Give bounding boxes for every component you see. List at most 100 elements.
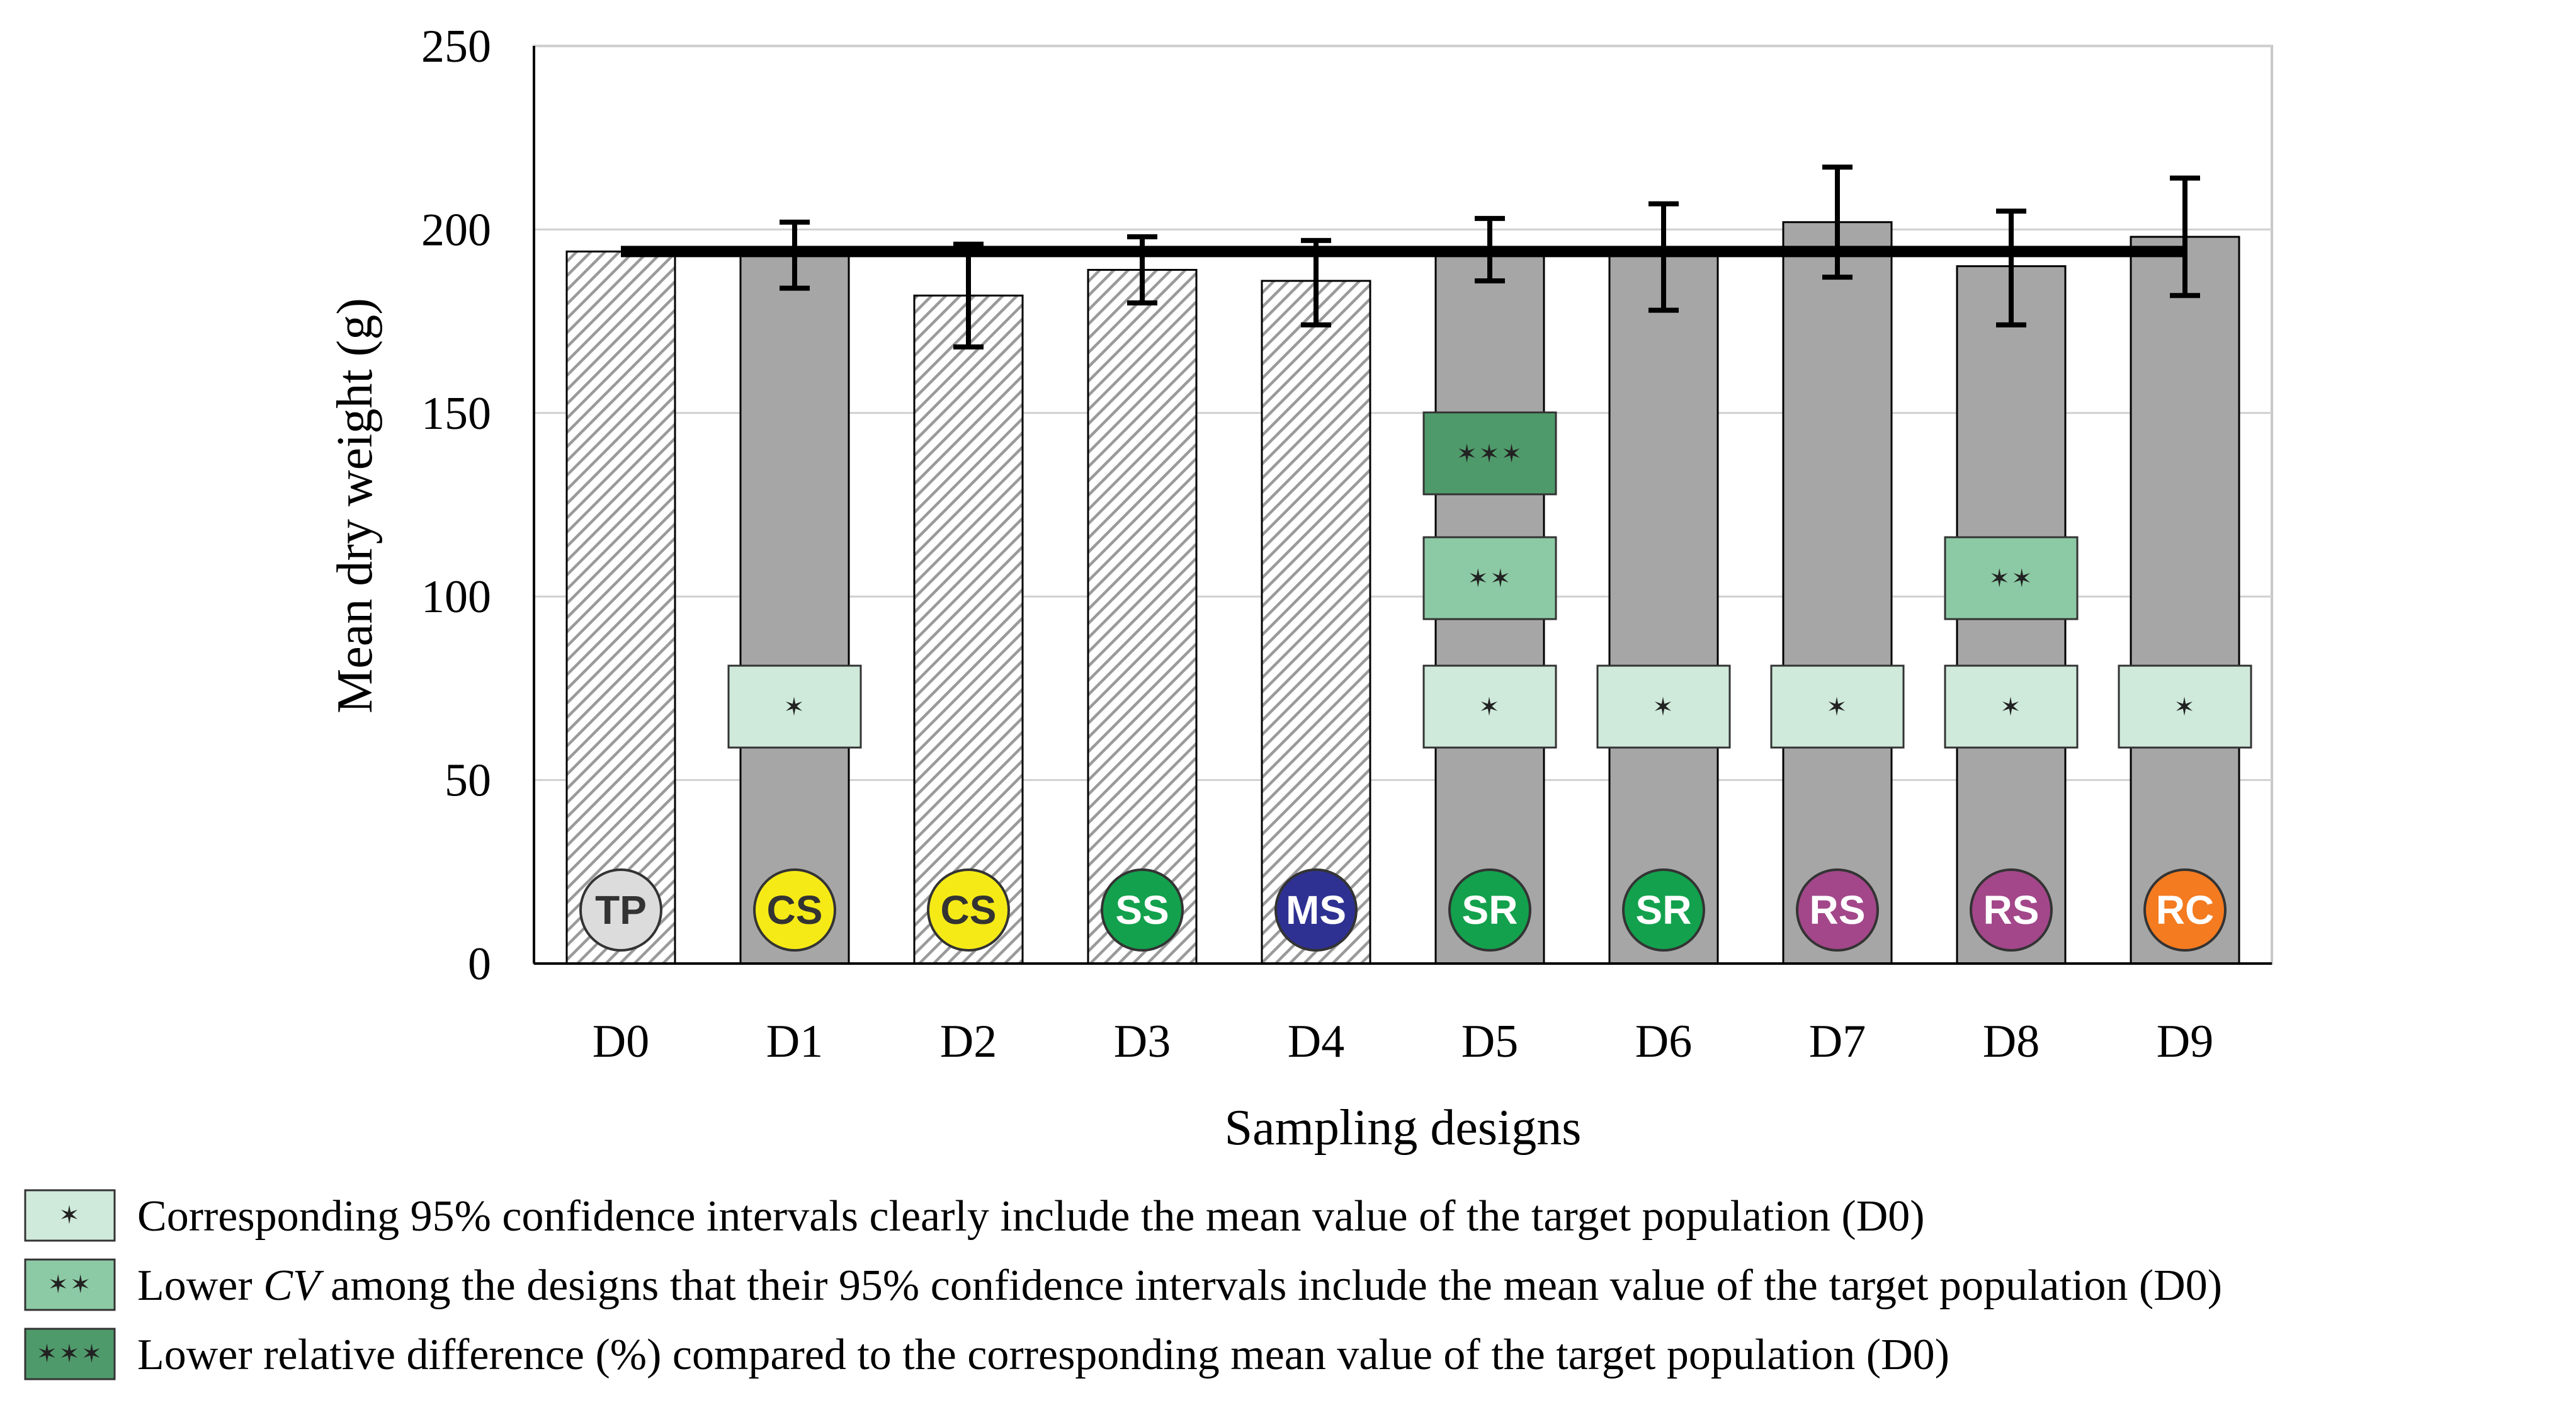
error-bar-d2 [953, 241, 984, 350]
bars [533, 46, 2272, 965]
badge-label: CS [767, 887, 823, 933]
legend-item: ✶✶✶ Lower relative difference (%) compare… [24, 1328, 1949, 1380]
badge-label: SR [1636, 887, 1692, 933]
marker-d5: ✶✶✶ [1422, 411, 1557, 496]
significance-markers: ✶ ✶✶✶✶✶✶✶ ✶ ✶✶✶✶ [727, 411, 2252, 749]
marker-box [727, 664, 862, 749]
bar-d1 [739, 250, 850, 965]
bar-d0 [565, 250, 676, 965]
marker-box [1422, 536, 1557, 620]
badge-d5: SR [1448, 868, 1531, 952]
badge-d6: SR [1622, 868, 1705, 952]
badge-d9: RC [2143, 868, 2227, 952]
bar-d7 [1782, 221, 1893, 965]
badge-d7: RS [1796, 868, 1879, 952]
marker-stars: ✶✶ [1467, 564, 1512, 593]
badge-d4: MS [1274, 868, 1358, 952]
marker-d1: ✶ [727, 664, 862, 749]
legend-swatch [24, 1328, 116, 1380]
legend-swatch-stars: ✶✶ [47, 1270, 92, 1299]
badge-label: SR [1462, 887, 1518, 933]
badge-label: MS [1286, 887, 1346, 933]
marker-d5: ✶ [1422, 664, 1557, 749]
legend-text: Lower relative difference (%) compared t… [137, 1331, 1949, 1379]
badge-d2: CS [927, 868, 1010, 952]
badge-d8: RS [1970, 868, 2053, 952]
marker-box [1770, 664, 1905, 749]
y-tick-label: 0 [468, 938, 491, 990]
marker-box [1422, 664, 1557, 749]
legend-item: ✶✶ Lower CV among the designs that their … [24, 1258, 2222, 1311]
marker-stars: ✶ [1652, 693, 1675, 722]
marker-d7: ✶ [1770, 664, 1905, 749]
marker-d9: ✶ [2118, 664, 2252, 749]
bar-d2 [913, 294, 1024, 965]
legend-item: ✶ Corresponding 95% confidence intervals … [24, 1189, 1925, 1242]
x-tick-label: D3 [1114, 1016, 1171, 1067]
badge-circle [1970, 868, 2053, 952]
marker-d8: ✶✶ [1944, 536, 2079, 620]
bar-d4 [1261, 280, 1371, 965]
badge-circle [1448, 868, 1531, 952]
legend-swatch-stars: ✶ [59, 1201, 81, 1230]
marker-box [1944, 536, 2079, 620]
bar-d6 [1608, 250, 1719, 965]
marker-box [1596, 664, 1731, 749]
marker-stars: ✶✶✶ [1456, 440, 1524, 469]
marker-d5: ✶✶ [1422, 536, 1557, 620]
y-tick-label: 250 [421, 21, 491, 72]
legend-text: Corresponding 95% confidence intervals c… [137, 1192, 1925, 1241]
x-tick-label: D6 [1635, 1016, 1692, 1067]
badge-d0: TP [579, 868, 662, 952]
y-tick-labels: 0 50 100 150 200 250 [421, 21, 491, 990]
badge-circle [1796, 868, 1879, 952]
legend-text-part: Lower relative difference (%) compared t… [137, 1331, 1949, 1379]
marker-box [1944, 664, 2079, 749]
y-axis-title: Mean dry weight (g) [327, 298, 383, 714]
marker-stars: ✶ [2174, 693, 2196, 722]
legend-swatch-stars: ✶✶✶ [37, 1340, 104, 1368]
marker-stars: ✶✶ [1989, 564, 2033, 593]
marker-stars: ✶ [1826, 693, 1849, 722]
x-tick-label: D7 [1809, 1016, 1866, 1067]
x-tick-label: D5 [1461, 1016, 1518, 1067]
legend-text-part: CV [263, 1261, 324, 1310]
badge-label: RS [1810, 887, 1866, 933]
badge-circle [753, 868, 836, 952]
badge-label: SS [1115, 887, 1169, 933]
badge-label: TP [595, 887, 647, 933]
error-bar-d9 [2170, 175, 2200, 299]
badge-label: RC [2156, 887, 2214, 933]
x-tick-label: D4 [1288, 1016, 1344, 1067]
legend-text-part: among the designs that their 95% confide… [320, 1261, 2222, 1310]
badge-label: RS [1983, 887, 2040, 933]
y-tick-label: 200 [421, 204, 491, 256]
x-tick-label: D8 [1983, 1016, 2040, 1067]
badge-circle [1622, 868, 1705, 952]
design-badges: TP CS CS SS MS SR SR RS RS RC [579, 868, 2227, 952]
badge-d3: SS [1101, 868, 1184, 952]
badge-label: CS [941, 887, 997, 933]
marker-stars: ✶ [1478, 693, 1501, 722]
badge-circle [927, 868, 1010, 952]
marker-box [1422, 411, 1557, 496]
badge-circle [579, 868, 662, 952]
marker-stars: ✶ [783, 693, 806, 722]
marker-d8: ✶ [1944, 664, 2079, 749]
marker-stars: ✶ [2000, 693, 2023, 722]
x-axis-title: Sampling designs [1225, 1100, 1582, 1156]
legend-swatch [24, 1189, 116, 1242]
y-tick-label: 50 [445, 755, 491, 807]
y-tick-label: 150 [421, 388, 491, 440]
legend-swatch [24, 1258, 116, 1311]
y-tick-label: 100 [421, 571, 491, 623]
badge-circle [1274, 868, 1358, 952]
bar-d9 [2130, 236, 2240, 965]
badge-circle [1101, 868, 1184, 952]
error-bar-d7 [1822, 164, 1853, 280]
error-bar-d8 [1996, 208, 2026, 327]
x-tick-label: D0 [593, 1016, 649, 1067]
marker-box [2118, 664, 2252, 749]
legend-text-part: Lower [137, 1261, 263, 1310]
